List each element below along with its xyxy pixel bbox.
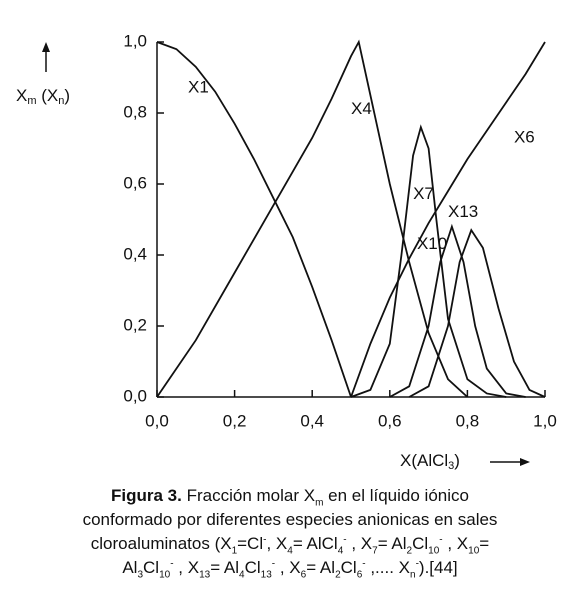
- caption-text: -: [343, 534, 347, 546]
- caption-text: 7: [372, 545, 378, 557]
- caption-text: m: [315, 497, 324, 509]
- x-tick-label: 0,6: [378, 411, 402, 430]
- series-label: X6: [514, 127, 535, 146]
- x-tick-label: 0,2: [223, 411, 247, 430]
- caption-text: , X: [275, 558, 301, 577]
- y-tick-label: 0,8: [123, 102, 147, 121]
- x-axis-label: X(AlCl3): [400, 451, 460, 471]
- caption-line: Al3Cl10- , X13= Al4Cl13- , X6= Al2Cl6- ,…: [0, 556, 580, 580]
- series-label: X4: [351, 99, 372, 118]
- chart: Xm (Xn) X(AlCl3) 0,0 0,2 0,4 0,6 0,8 1,0 0,0 0,…: [16, 31, 557, 471]
- series-line: [350, 124, 507, 398]
- series-label: X13: [448, 202, 478, 221]
- y-tick-label: 0,2: [123, 315, 147, 334]
- caption-text: -: [415, 558, 419, 570]
- label-part: X: [16, 86, 27, 105]
- caption-text: 1: [231, 545, 238, 557]
- caption-text: , X: [442, 534, 469, 553]
- caption-text: 6: [300, 569, 307, 581]
- caption-text: Cl: [143, 558, 160, 577]
- caption-text: -: [263, 534, 267, 546]
- caption: Figura 3. Fracción molar Xm en el líquid…: [0, 484, 580, 580]
- caption-text: , X: [266, 534, 288, 553]
- caption-text: 4: [287, 545, 293, 557]
- caption-text: -: [439, 534, 443, 546]
- label-part: ): [64, 86, 70, 105]
- caption-text: conformado por diferentes especies anion…: [82, 510, 498, 529]
- subscript: 3: [448, 460, 454, 472]
- label-part: (X: [37, 86, 59, 105]
- caption-line: Figura 3. Fracción molar Xm en el líquid…: [0, 484, 580, 508]
- caption-text: Cl: [340, 558, 357, 577]
- label-part: X(AlCl: [400, 451, 448, 470]
- caption-text: Figura 3.: [111, 486, 182, 505]
- x-tick-label: 0,4: [300, 411, 324, 430]
- series-line: [389, 223, 526, 398]
- subscript: n: [58, 95, 64, 107]
- caption-text: = Al: [210, 558, 240, 577]
- y-tick-label: 1,0: [123, 31, 147, 50]
- caption-line: cloroaluminatos (X1=Cl-, X4= AlCl4- , X7…: [0, 532, 580, 556]
- series-label: X7: [413, 184, 434, 203]
- x-tick-label: 0,8: [456, 411, 480, 430]
- caption-text: 4: [239, 569, 245, 581]
- caption-text: ,.... X: [365, 558, 410, 577]
- caption-text: -: [362, 558, 366, 570]
- caption-text: , X: [346, 534, 373, 553]
- caption-text: =: [479, 534, 490, 553]
- caption-text: 13: [199, 569, 211, 581]
- series-line: [156, 41, 352, 398]
- x-tick-label: 0,0: [145, 411, 169, 430]
- subscript: m: [27, 95, 36, 107]
- caption-text: Cl: [412, 534, 429, 553]
- caption-text: 6: [356, 569, 363, 581]
- series-line: [408, 228, 546, 398]
- caption-text: 10: [159, 569, 171, 581]
- y-axis-label: Xm (Xn): [16, 86, 70, 106]
- caption-text: = Al: [306, 558, 336, 577]
- caption-text: 2: [406, 545, 413, 557]
- caption-text: 3: [137, 569, 144, 581]
- caption-text: ).[44]: [418, 558, 458, 577]
- y-tick-label: 0,6: [123, 173, 147, 192]
- series-line: [156, 39, 469, 398]
- caption-line: conformado por diferentes especies anion…: [0, 508, 580, 532]
- caption-text: , X: [173, 558, 200, 577]
- y-tick-label: 0,4: [123, 244, 147, 263]
- series-line: [350, 41, 546, 398]
- series-label: X1: [188, 78, 209, 97]
- caption-text: 10: [428, 545, 440, 557]
- x-arrow-head: [520, 458, 530, 466]
- caption-text: 13: [260, 569, 272, 581]
- y-arrow-head: [42, 42, 50, 52]
- y-tick-label: 0,0: [123, 386, 147, 405]
- caption-text: 4: [337, 545, 344, 557]
- caption-text: = AlCl: [292, 534, 338, 553]
- caption-text: en el líquido iónico: [323, 486, 469, 505]
- caption-text: Fracción molar X: [181, 486, 316, 505]
- caption-text: Al: [122, 558, 138, 577]
- caption-text: 2: [335, 569, 341, 581]
- caption-text: = Al: [377, 534, 407, 553]
- caption-text: 10: [468, 545, 480, 557]
- caption-text: -: [271, 558, 276, 570]
- caption-text: Cl: [244, 558, 261, 577]
- caption-text: cloroaluminatos (X: [90, 534, 232, 553]
- label-part: ): [454, 451, 460, 470]
- caption-text: n: [410, 569, 416, 581]
- caption-text: -: [170, 558, 174, 570]
- caption-text: =Cl: [237, 534, 264, 553]
- series-label: X10: [417, 234, 447, 253]
- x-tick-label: 1,0: [533, 411, 557, 430]
